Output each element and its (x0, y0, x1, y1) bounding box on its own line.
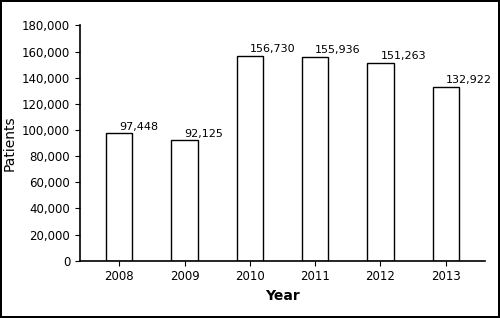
Text: 155,936: 155,936 (315, 45, 361, 55)
Text: 97,448: 97,448 (119, 122, 158, 132)
Bar (106, 133, 132, 261)
Text: 156,730: 156,730 (250, 44, 296, 54)
Bar (368, 63, 394, 261)
Bar (432, 87, 459, 261)
Text: 92,125: 92,125 (184, 129, 224, 139)
Bar (302, 57, 328, 261)
Bar (237, 56, 263, 261)
Y-axis label: Patients: Patients (2, 115, 16, 171)
Bar (172, 140, 198, 261)
X-axis label: Year: Year (265, 289, 300, 303)
Text: 132,922: 132,922 (446, 75, 492, 86)
Text: 151,263: 151,263 (380, 52, 426, 61)
